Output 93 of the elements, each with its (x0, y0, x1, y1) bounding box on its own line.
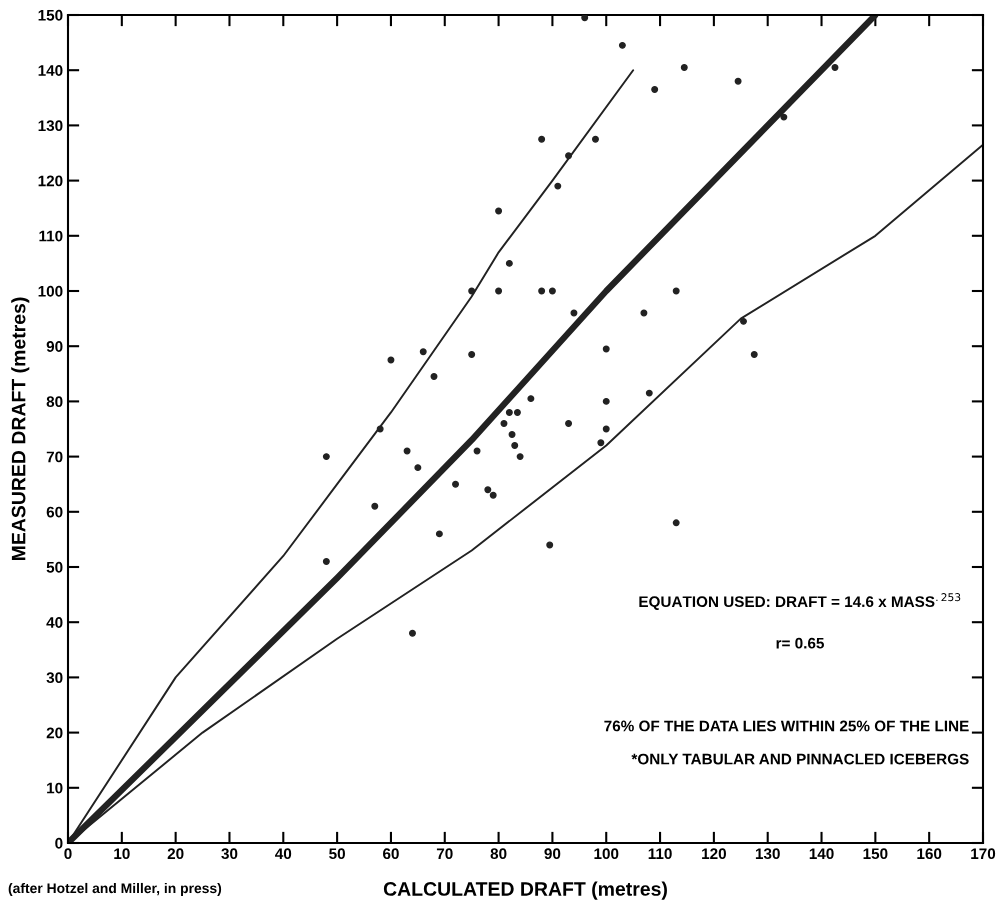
annotation: r= 0.65 (776, 637, 824, 649)
point (554, 182, 562, 190)
x-tick-label: 140 (809, 848, 834, 860)
y-tick-label: 150 (38, 9, 63, 21)
y-tick-label: 40 (46, 617, 63, 628)
x-tick-label: 70 (436, 848, 453, 860)
annotation: 76% OF THE DATA LIES WITHIN 25% OF THE LINE (604, 720, 969, 732)
point (546, 541, 554, 549)
annotation: *ONLY TABULAR AND PINNACLED ICEBERGS (631, 753, 969, 765)
point (750, 351, 758, 358)
point (435, 530, 443, 538)
point (505, 408, 513, 416)
point (602, 345, 610, 353)
point (371, 502, 379, 510)
point (581, 15, 589, 22)
point (516, 453, 524, 461)
x-tick-label: 50 (329, 848, 345, 860)
point (672, 287, 680, 295)
point (602, 425, 610, 433)
point (527, 395, 535, 403)
point (414, 464, 422, 472)
point (602, 397, 610, 405)
y-tick-label: 0 (55, 837, 63, 849)
point (565, 152, 573, 160)
x-tick-label: 30 (221, 848, 238, 860)
y-tick-label: 70 (46, 451, 63, 463)
point (672, 519, 680, 527)
x-tick-label: 90 (544, 848, 561, 860)
text: (after Hotzel and Miller, in press) (8, 882, 222, 896)
point (468, 351, 476, 358)
point (640, 309, 648, 317)
point (680, 63, 688, 71)
point (570, 309, 578, 317)
point (511, 442, 519, 450)
point (565, 420, 573, 427)
point (495, 207, 503, 215)
point (489, 491, 497, 499)
x-tick-label: 100 (594, 848, 619, 860)
y-tick-label: 130 (38, 120, 63, 132)
x-tick-label: 170 (971, 848, 996, 860)
y-tick-label: 120 (38, 175, 63, 187)
point (408, 629, 416, 637)
y-tick-label: 30 (46, 672, 63, 684)
point (597, 439, 605, 447)
x-tick-label: 0 (64, 848, 72, 860)
point (618, 41, 626, 49)
point (591, 135, 599, 143)
point (430, 373, 438, 381)
point (780, 113, 788, 121)
x-tick-label: 10 (114, 848, 130, 860)
x-tick-label: 60 (383, 848, 399, 860)
point (419, 348, 427, 356)
y-tick-label: 100 (38, 285, 63, 297)
y-tick-label: 140 (38, 65, 63, 76)
point (495, 287, 503, 295)
point (505, 259, 513, 267)
x-tick-label: 120 (702, 848, 726, 860)
point (548, 287, 556, 295)
point (831, 63, 839, 71)
point (468, 287, 476, 295)
point (508, 431, 516, 438)
y-axis-title: MEASURED DRAFT (metres) (11, 297, 30, 561)
point (322, 453, 330, 461)
x-axis-title: CALCULATED DRAFT (metres) (383, 881, 667, 900)
x-tick-label: 130 (755, 848, 780, 860)
point (538, 135, 546, 143)
point (322, 558, 330, 565)
x-tick-label: 150 (863, 848, 888, 860)
point (403, 447, 411, 455)
x-tick-label: 110 (648, 848, 672, 860)
point (376, 425, 384, 433)
x-tick-label: 40 (275, 848, 292, 860)
point (538, 287, 546, 295)
point (484, 486, 492, 494)
y-tick-label: 50 (46, 561, 63, 573)
y-tick-label: 60 (46, 506, 63, 518)
annotation: EQUATION USED: DRAFT = 14.6 x MASS$^{.253}$ (639, 593, 961, 610)
y-tick-label: 110 (39, 230, 63, 242)
point (740, 317, 747, 325)
y-tick-label: 90 (46, 341, 63, 352)
x-tick-label: 80 (490, 848, 507, 860)
point (734, 77, 742, 85)
point (473, 447, 481, 455)
x-tick-label: 160 (917, 848, 942, 860)
point (452, 480, 460, 488)
y-tick-label: 80 (46, 396, 63, 408)
point (651, 86, 659, 93)
y-tick-label: 10 (47, 782, 63, 794)
point (645, 389, 653, 397)
point (513, 408, 521, 416)
y-tick-label: 20 (46, 727, 63, 739)
x-tick-label: 20 (167, 848, 184, 860)
point (500, 420, 508, 427)
